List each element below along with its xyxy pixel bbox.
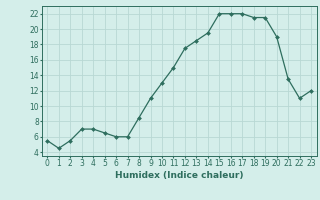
X-axis label: Humidex (Indice chaleur): Humidex (Indice chaleur)	[115, 171, 244, 180]
